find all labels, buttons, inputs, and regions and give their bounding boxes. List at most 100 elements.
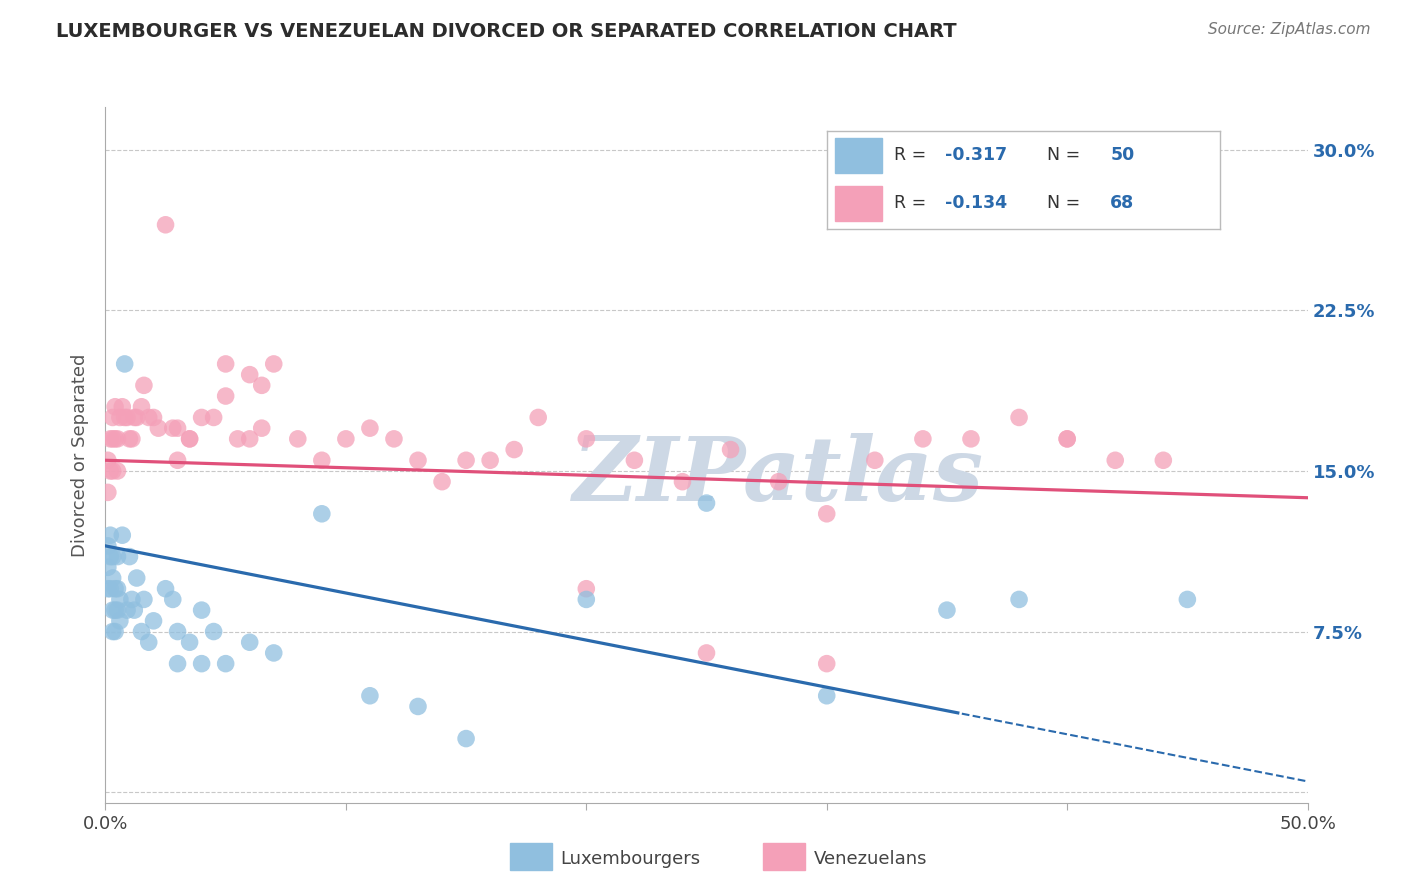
Point [1056,432,1078,446]
Point [101,571,124,585]
Point [179,432,201,446]
Text: 50: 50 [1111,146,1135,164]
Point [311,507,333,521]
Point [101,410,124,425]
Point [671,475,693,489]
Point [190,603,212,617]
Point [148,421,170,435]
Point [121,592,143,607]
Text: ZIPatlas: ZIPatlas [574,433,984,519]
Point [125,410,148,425]
Point [190,657,212,671]
Text: LUXEMBOURGER VS VENEZUELAN DIVORCED OR SEPARATED CORRELATION CHART: LUXEMBOURGER VS VENEZUELAN DIVORCED OR S… [56,22,957,41]
Point [98,549,121,564]
Point [166,657,188,671]
Point [111,400,134,414]
Point [107,582,129,596]
Point [166,624,188,639]
Point [1008,410,1031,425]
Text: N =: N = [1047,146,1085,164]
Point [115,603,138,617]
Point [114,410,136,425]
Point [575,432,598,446]
Point [132,378,155,392]
Point [101,464,124,478]
Point [138,635,160,649]
Point [108,614,131,628]
Point [911,432,934,446]
Point [97,582,120,596]
Point [863,453,886,467]
Point [104,582,127,596]
Point [311,453,333,467]
Point [406,699,429,714]
Point [125,571,148,585]
Point [239,635,262,649]
Point [214,657,236,671]
Point [155,582,177,596]
Text: R =: R = [894,146,931,164]
Point [287,432,309,446]
Point [1008,592,1031,607]
Point [575,592,598,607]
Text: R =: R = [894,194,931,212]
Text: Source: ZipAtlas.com: Source: ZipAtlas.com [1208,22,1371,37]
Point [124,410,146,425]
Point [250,421,273,435]
Point [118,549,141,564]
Point [98,432,121,446]
Point [960,432,983,446]
Point [454,731,477,746]
Point [202,624,225,639]
Point [101,432,124,446]
Point [98,528,121,542]
Point [114,357,136,371]
Point [179,432,201,446]
Text: Venezuelans: Venezuelans [813,850,927,868]
Point [162,592,184,607]
Point [107,603,129,617]
Point [97,485,120,500]
Point [104,432,127,446]
Point [214,389,236,403]
Point [815,689,838,703]
Point [115,410,138,425]
Point [166,421,188,435]
FancyBboxPatch shape [835,137,882,173]
Point [1056,432,1078,446]
Point [107,549,129,564]
Point [190,410,212,425]
Point [138,410,160,425]
Point [104,603,127,617]
Point [575,582,598,596]
Point [479,453,502,467]
Point [430,475,453,489]
Point [107,464,129,478]
Point [214,357,236,371]
Point [226,432,249,446]
Point [263,357,285,371]
Point [179,635,201,649]
Point [101,624,124,639]
Point [131,624,153,639]
Point [239,432,262,446]
Point [97,539,120,553]
Point [359,689,381,703]
Text: Luxembourgers: Luxembourgers [560,850,700,868]
Point [1104,453,1126,467]
Point [936,603,959,617]
Point [108,410,131,425]
Point [696,496,718,510]
Point [101,603,124,617]
Point [104,400,127,414]
Point [118,432,141,446]
Text: -0.134: -0.134 [945,194,1007,212]
Point [107,432,129,446]
Point [131,400,153,414]
Point [142,410,165,425]
Point [359,421,381,435]
Point [1152,453,1174,467]
Y-axis label: Divorced or Separated: Divorced or Separated [72,353,90,557]
Point [503,442,526,457]
Point [239,368,262,382]
